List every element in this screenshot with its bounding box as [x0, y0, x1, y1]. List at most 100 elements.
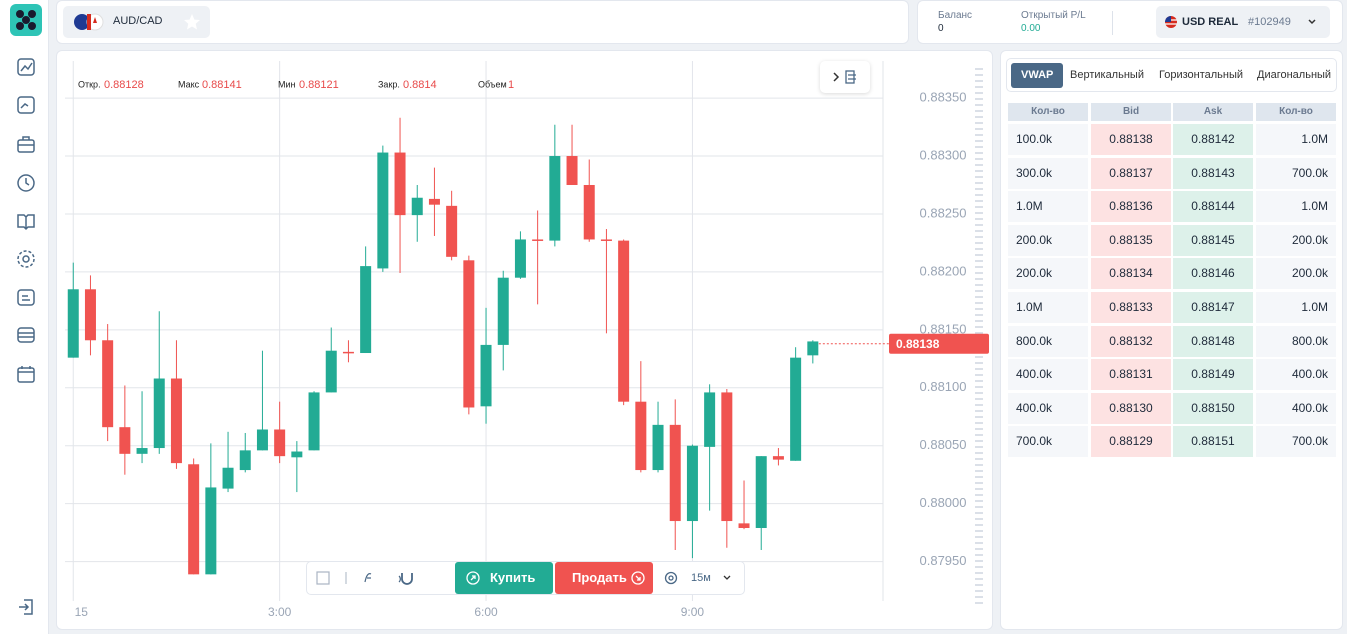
- nav-history[interactable]: [16, 173, 36, 193]
- logo[interactable]: [10, 4, 42, 36]
- x-tick-label: 6:00: [474, 605, 498, 619]
- candle-body: [532, 239, 544, 241]
- nav-portfolio[interactable]: [16, 134, 36, 154]
- tab[interactable]: Диагональный: [1257, 69, 1332, 81]
- candle-body: [188, 464, 200, 575]
- candle-body: [755, 456, 767, 528]
- nav-education[interactable]: [16, 211, 36, 231]
- candle-body: [566, 156, 578, 185]
- candle-body: [738, 523, 750, 528]
- header-right: Баланс 0 Открытый P/L 0.00 USD REAL #102…: [917, 0, 1343, 44]
- header-left: AUD/CAD: [56, 0, 909, 44]
- column-header: Кол-во: [1256, 103, 1336, 121]
- x-tick-label: 9:00: [681, 605, 705, 619]
- order-book-cell: 700.0k: [1256, 157, 1336, 189]
- y-tick-label: 0.88150: [920, 321, 967, 336]
- current-price-box: [889, 333, 989, 354]
- nav-logout[interactable]: [16, 597, 36, 617]
- order-book-cell: 100.0k: [1008, 124, 1088, 155]
- candle-body: [153, 378, 165, 449]
- order-book-cell: 0.88150: [1173, 392, 1253, 424]
- candle-body: [325, 350, 337, 393]
- order-book-cell: 200.0k: [1256, 258, 1336, 290]
- account-selector[interactable]: USD REAL #102949: [1156, 6, 1330, 38]
- candle-body: [170, 378, 182, 464]
- candle-body: [463, 260, 475, 408]
- order-book-cell: 0.88132: [1091, 325, 1171, 357]
- chart: 0.87950 0.88000 0.88050 0.88100 0.88150 0.882…: [65, 61, 989, 619]
- candle-body: [635, 401, 647, 471]
- order-book-cell: 200.0k: [1256, 224, 1336, 256]
- candle-body: [428, 198, 440, 205]
- chart-settings[interactable]: [664, 571, 678, 585]
- sidebar: [0, 0, 49, 634]
- order-book-cell: 0.88135: [1091, 224, 1171, 256]
- info-value: 0.88128: [104, 79, 144, 91]
- balance-label: Баланс: [938, 10, 973, 21]
- y-tick-label: 0.88100: [920, 379, 967, 394]
- order-book-cell: 0.88129: [1091, 426, 1171, 458]
- sell-button[interactable]: Продать: [555, 562, 653, 594]
- candle-body: [807, 341, 819, 356]
- order-book-cell: 1.0M: [1256, 124, 1336, 155]
- candle-body: [549, 156, 561, 241]
- nav-settings[interactable]: [16, 249, 36, 269]
- tab[interactable]: Вертикальный: [1070, 69, 1144, 81]
- order-book-cell: 1.0M: [1008, 292, 1088, 323]
- balance-value: 0: [938, 23, 944, 34]
- order-book-cell: 300.0k: [1008, 157, 1088, 189]
- order-book-cell: 0.88136: [1091, 191, 1171, 223]
- pl-value: 0.00: [1021, 23, 1041, 34]
- nav-analytics[interactable]: [16, 95, 36, 115]
- panel-toggle[interactable]: [820, 61, 870, 93]
- order-book-cell: 0.88144: [1173, 191, 1253, 223]
- pair-selector[interactable]: AUD/CAD: [63, 6, 210, 38]
- account-id: #102949: [1248, 16, 1291, 28]
- order-book-cell: 0.88143: [1173, 157, 1253, 189]
- order-book-cell: 400.0k: [1256, 359, 1336, 391]
- order-book-cell: 0.88130: [1091, 392, 1171, 424]
- order-book-cell: 700.0k: [1256, 426, 1336, 458]
- order-book-cell: 0.88147: [1173, 292, 1253, 323]
- info-label: Макс: [178, 79, 200, 89]
- candle-body: [497, 277, 509, 345]
- timeframe[interactable]: 15м: [691, 572, 711, 584]
- y-tick-label: 0.88000: [920, 495, 967, 510]
- favorite-star[interactable]: [183, 13, 201, 31]
- candle-body: [119, 427, 131, 454]
- tab[interactable]: VWAP: [1011, 63, 1064, 88]
- candle-body: [704, 392, 716, 447]
- y-tick-label: 0.88350: [920, 90, 967, 105]
- nav-wallet[interactable]: [16, 325, 36, 345]
- y-tick-label: 0.88050: [920, 437, 967, 452]
- candle-body: [136, 448, 148, 454]
- nav-calendar[interactable]: [16, 364, 36, 384]
- nav-news[interactable]: [16, 287, 36, 307]
- candle-body: [514, 239, 526, 278]
- candle-body: [205, 487, 217, 575]
- candle-body: [480, 344, 492, 407]
- candle-body: [256, 429, 268, 451]
- candle-body: [222, 467, 234, 489]
- info-value: 0.88141: [202, 79, 242, 91]
- tool-magnet[interactable]: [399, 570, 415, 586]
- order-book-cell: 1.0M: [1256, 191, 1336, 223]
- info-label: Объем: [478, 79, 507, 89]
- info-value: 0.8814: [403, 79, 437, 91]
- y-tick-label: 0.88200: [920, 263, 967, 278]
- x-tick-label: 15: [75, 605, 89, 619]
- candle-body: [360, 266, 372, 354]
- buy-label: Купить: [490, 570, 536, 585]
- order-book-cell: 0.88146: [1173, 258, 1253, 290]
- chart-panel: 0.87950 0.88000 0.88050 0.88100 0.88150 0.882…: [56, 50, 993, 630]
- buy-button[interactable]: Купить: [455, 562, 553, 594]
- order-book-cell: 0.88137: [1091, 157, 1171, 189]
- candle-body: [308, 392, 320, 451]
- order-book-cell: 0.88134: [1091, 258, 1171, 290]
- candle-body: [291, 451, 303, 458]
- sell-label: Продать: [572, 570, 627, 585]
- nav-chart[interactable]: [16, 57, 36, 77]
- candle-body: [772, 456, 784, 460]
- tab[interactable]: Горизонтальный: [1159, 69, 1244, 81]
